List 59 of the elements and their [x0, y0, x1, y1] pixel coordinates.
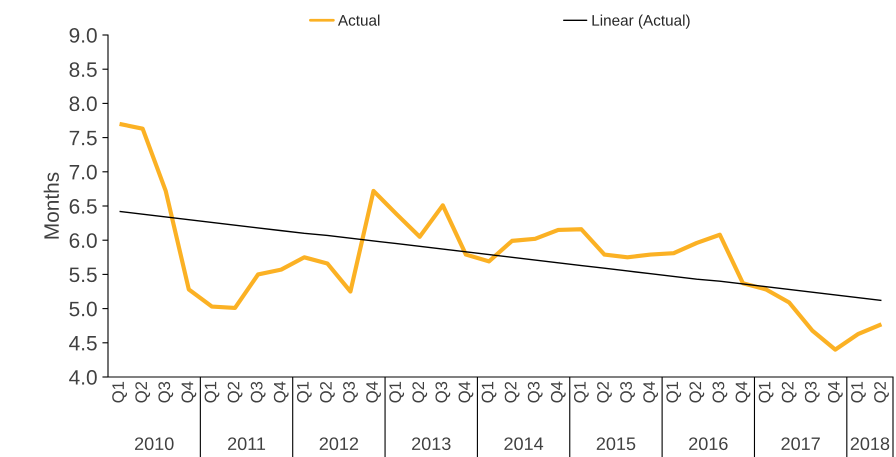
- x-tick-label: Q4: [550, 382, 566, 403]
- x-tick-label: Q1: [204, 382, 220, 403]
- x-tick-label: Q2: [504, 382, 520, 403]
- x-tick-label: Q4: [458, 382, 474, 403]
- x-tick-label: Q3: [435, 382, 450, 403]
- x-tick-label: Q1: [574, 382, 589, 403]
- line-series: [118, 210, 882, 302]
- y-tick-label: 8.0: [70, 96, 97, 112]
- x-tick-label: Q4: [181, 382, 196, 403]
- y-tick-label: 8.5: [70, 62, 97, 77]
- y-tick-label: 4.5: [69, 336, 97, 351]
- text: 2013: [412, 437, 451, 450]
- x-tick-label: Q4: [366, 382, 381, 403]
- text: 2014: [504, 437, 544, 450]
- x-tick-label: Q3: [620, 382, 635, 403]
- x-tick-label: Q3: [528, 382, 543, 403]
- text: 2012: [320, 437, 358, 450]
- x-tick-label: Q1: [758, 382, 774, 403]
- y-tick-label: 6.0: [70, 233, 97, 248]
- text: 2011: [228, 437, 266, 450]
- x-tick-label: Q2: [320, 382, 335, 403]
- x-tick-label: Q2: [597, 382, 612, 403]
- legend-label: Linear (Actual): [592, 14, 690, 29]
- x-tick-label: Q1: [666, 382, 682, 403]
- x-tick-label: Q3: [343, 382, 358, 403]
- x-tick-label: Q2: [135, 382, 150, 403]
- y-axis-title: Months: [44, 172, 59, 238]
- line-series: [117, 122, 884, 352]
- x-tick-label: Q2: [228, 382, 242, 403]
- x-tick-label: Q1: [851, 382, 866, 403]
- x-tick-label: Q4: [274, 382, 289, 403]
- y-tick-label: 5.0: [69, 302, 97, 316]
- x-tick-label: Q4: [736, 382, 750, 403]
- x-tick-label: Q1: [112, 382, 127, 403]
- x-tick-label: Q2: [782, 382, 797, 403]
- x-tick-label: Q3: [712, 382, 728, 403]
- x-tick-label: Q4: [828, 382, 843, 403]
- y-tick-label: 7.5: [70, 130, 97, 146]
- text: 2018: [850, 437, 890, 450]
- x-tick-label: Q1: [482, 382, 496, 403]
- y-tick-label: 9.0: [70, 28, 97, 43]
- y-tick-label: 7.0: [70, 164, 97, 180]
- x-tick-label: Q3: [158, 382, 174, 403]
- x-tick-label: Q3: [250, 382, 266, 403]
- y-tick-label: 4.0: [69, 370, 97, 385]
- x-tick-label: Q2: [874, 382, 889, 403]
- x-tick-label: Q1: [296, 382, 312, 403]
- text: 2015: [596, 437, 636, 450]
- x-tick-label: Q1: [389, 382, 404, 403]
- x-tick-label: Q2: [689, 382, 704, 403]
- y-tick-label: 6.5: [70, 199, 97, 214]
- text: 2010: [135, 437, 174, 450]
- y-tick-label: 5.5: [69, 268, 97, 282]
- text: 2016: [689, 437, 728, 450]
- legend-label: Actual: [338, 14, 380, 26]
- x-tick-label: Q3: [804, 382, 820, 403]
- x-tick-label: Q4: [643, 382, 658, 403]
- text: 2017: [781, 437, 820, 450]
- x-tick-label: Q2: [412, 382, 428, 403]
